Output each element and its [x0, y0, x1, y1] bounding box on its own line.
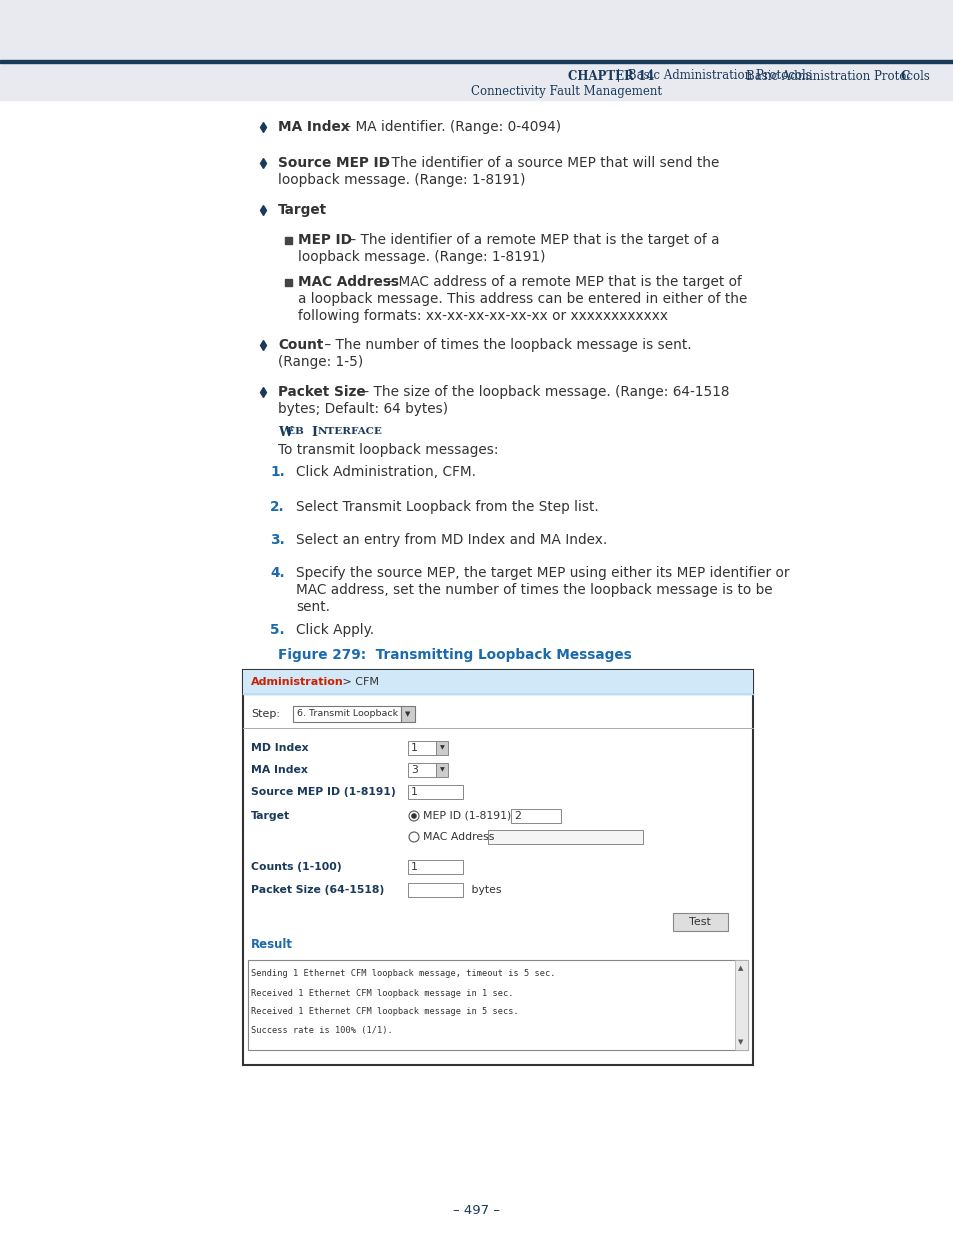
Text: bytes; Default: 64 bytes): bytes; Default: 64 bytes)	[277, 403, 448, 416]
Text: ▲: ▲	[738, 965, 743, 971]
Text: Success rate is 100% (1/1).: Success rate is 100% (1/1).	[251, 1026, 393, 1035]
Text: – 497 –: – 497 –	[453, 1203, 500, 1216]
Text: Source MEP ID: Source MEP ID	[277, 156, 390, 170]
Text: Source MEP ID (1-8191): Source MEP ID (1-8191)	[251, 787, 395, 797]
Text: Sending 1 Ethernet CFM loopback message, timeout is 5 sec.: Sending 1 Ethernet CFM loopback message,…	[251, 969, 555, 978]
Bar	[285, 236, 292, 243]
Text: Target: Target	[251, 811, 290, 821]
Bar	[511, 809, 560, 823]
Text: loopback message. (Range: 1-8191): loopback message. (Range: 1-8191)	[297, 249, 545, 264]
Text: Result: Result	[251, 939, 293, 951]
Text: sent.: sent.	[295, 600, 330, 614]
Bar	[243, 671, 752, 1065]
Text: 3: 3	[411, 764, 417, 776]
Text: |  Basic Administration Protocols: | Basic Administration Protocols	[608, 69, 811, 83]
Text: EB: EB	[287, 427, 307, 436]
Text: Counts (1-100): Counts (1-100)	[251, 862, 341, 872]
Text: MD Index: MD Index	[251, 743, 309, 753]
Text: 6. Transmit Loopback: 6. Transmit Loopback	[296, 709, 397, 719]
Bar	[408, 785, 462, 799]
Bar	[672, 913, 727, 931]
Circle shape	[409, 811, 418, 821]
Text: Specify the source MEP, the target MEP using either its MEP identifier or: Specify the source MEP, the target MEP u…	[295, 566, 789, 580]
Text: Administration: Administration	[251, 677, 343, 687]
Text: ▼: ▼	[439, 767, 444, 773]
Text: Count: Count	[277, 338, 323, 352]
Text: Test: Test	[688, 918, 710, 927]
Text: MA Index: MA Index	[277, 120, 349, 135]
Bar	[436, 741, 448, 755]
Text: 5.: 5.	[270, 622, 284, 637]
Text: MAC Address: MAC Address	[297, 275, 398, 289]
Bar	[436, 763, 448, 777]
Circle shape	[409, 832, 418, 842]
Bar	[408, 883, 462, 897]
Text: loopback message. (Range: 1-8191): loopback message. (Range: 1-8191)	[277, 173, 525, 186]
Bar	[285, 279, 292, 285]
Text: Step:: Step:	[251, 709, 280, 719]
Bar	[0, 61, 953, 63]
Text: Select an entry from MD Index and MA Index.: Select an entry from MD Index and MA Ind…	[295, 534, 607, 547]
Text: Target: Target	[277, 203, 327, 217]
Text: Select Transmit Loopback from the Step list.: Select Transmit Loopback from the Step l…	[295, 500, 598, 514]
Text: Figure 279:  Transmitting Loopback Messages: Figure 279: Transmitting Loopback Messag…	[277, 648, 631, 662]
Bar	[293, 706, 400, 722]
Text: 1: 1	[411, 743, 417, 753]
Bar	[408, 860, 462, 874]
Text: 1: 1	[411, 862, 417, 872]
Text: Basic Administration Protocols: Basic Administration Protocols	[745, 69, 929, 83]
Text: Click Apply.: Click Apply.	[295, 622, 374, 637]
Text: MEP ID: MEP ID	[297, 233, 352, 247]
Text: ▼: ▼	[405, 711, 410, 718]
Bar	[243, 671, 752, 694]
Text: – The size of the loopback message. (Range: 64-1518: – The size of the loopback message. (Ran…	[357, 385, 729, 399]
Text: ▼: ▼	[738, 1039, 743, 1045]
Bar	[734, 960, 747, 1050]
Text: Connectivity Fault Management: Connectivity Fault Management	[471, 84, 661, 98]
Text: To transmit loopback messages:: To transmit loopback messages:	[277, 443, 498, 457]
Text: MAC Address: MAC Address	[422, 832, 494, 842]
Text: – The identifier of a source MEP that will send the: – The identifier of a source MEP that wi…	[375, 156, 719, 170]
Bar	[408, 763, 436, 777]
Text: – The number of times the loopback message is sent.: – The number of times the loopback messa…	[319, 338, 691, 352]
Text: 1: 1	[411, 787, 417, 797]
Text: (Range: 1-5): (Range: 1-5)	[277, 354, 363, 369]
Text: CHAPTER 14: CHAPTER 14	[567, 69, 653, 83]
Text: I: I	[311, 426, 316, 438]
Text: following formats: xx-xx-xx-xx-xx-xx or xxxxxxxxxxxx: following formats: xx-xx-xx-xx-xx-xx or …	[297, 309, 667, 324]
Text: MAC address, set the number of times the loopback message is to be: MAC address, set the number of times the…	[295, 583, 772, 597]
Text: 3.: 3.	[270, 534, 284, 547]
Bar	[248, 960, 747, 1050]
Text: – MA identifier. (Range: 0-4094): – MA identifier. (Range: 0-4094)	[339, 120, 560, 135]
Text: C: C	[900, 69, 909, 83]
Text: – MAC address of a remote MEP that is the target of: – MAC address of a remote MEP that is th…	[382, 275, 741, 289]
Text: Received 1 Ethernet CFM loopback message in 1 sec.: Received 1 Ethernet CFM loopback message…	[251, 988, 513, 998]
Text: Packet Size (64-1518): Packet Size (64-1518)	[251, 885, 384, 895]
Text: bytes: bytes	[468, 885, 501, 895]
Text: Click Administration, CFM.: Click Administration, CFM.	[295, 466, 476, 479]
Text: Packet Size: Packet Size	[277, 385, 365, 399]
Text: MEP ID (1-8191): MEP ID (1-8191)	[422, 811, 511, 821]
Bar	[400, 706, 415, 722]
Text: 1.: 1.	[270, 466, 284, 479]
Bar	[0, 0, 953, 100]
Text: NTERFACE: NTERFACE	[317, 427, 382, 436]
Text: > CFM: > CFM	[338, 677, 378, 687]
Bar	[488, 830, 642, 844]
Circle shape	[411, 813, 416, 819]
Text: 4.: 4.	[270, 566, 284, 580]
Bar	[408, 741, 436, 755]
Text: a loopback message. This address can be entered in either of the: a loopback message. This address can be …	[297, 291, 746, 306]
Text: – The identifier of a remote MEP that is the target of a: – The identifier of a remote MEP that is…	[345, 233, 719, 247]
Text: 2: 2	[514, 811, 520, 821]
Text: MA Index: MA Index	[251, 764, 308, 776]
Text: W: W	[277, 426, 292, 438]
Text: ▼: ▼	[439, 746, 444, 751]
Text: Received 1 Ethernet CFM loopback message in 5 secs.: Received 1 Ethernet CFM loopback message…	[251, 1008, 518, 1016]
Text: 2.: 2.	[270, 500, 284, 514]
